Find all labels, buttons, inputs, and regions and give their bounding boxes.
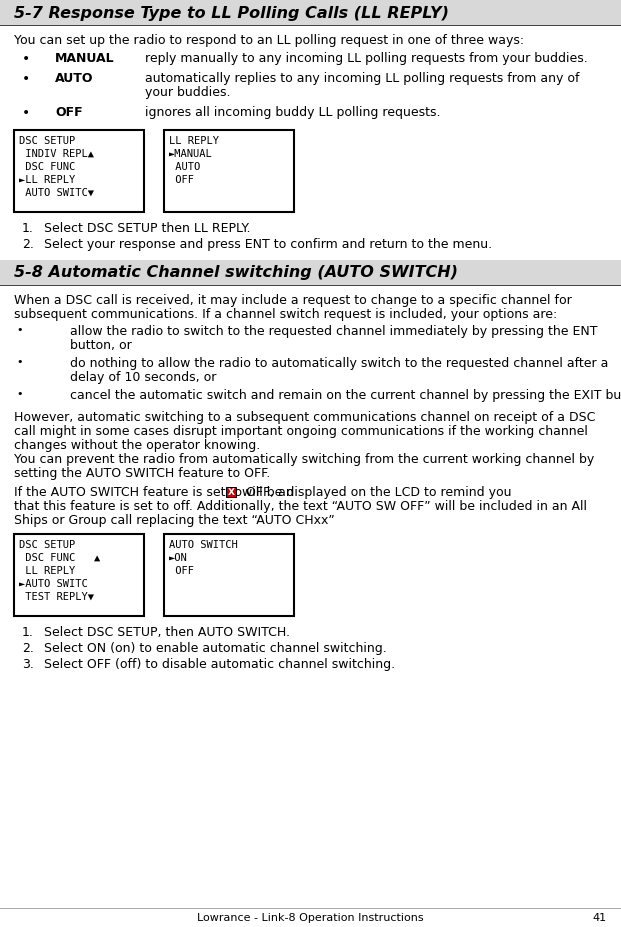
Text: AUTO SWITCH: AUTO SWITCH bbox=[169, 540, 238, 550]
Bar bbox=[0, 260, 621, 286]
Text: •: • bbox=[22, 72, 30, 86]
Text: When a DSC call is received, it may include a request to change to a specific ch: When a DSC call is received, it may incl… bbox=[14, 294, 572, 307]
Text: You can prevent the radio from automatically switching from the current working : You can prevent the radio from automatic… bbox=[14, 453, 594, 466]
Text: Select your response and press ENT to confirm and return to the menu.: Select your response and press ENT to co… bbox=[44, 238, 492, 251]
Text: •: • bbox=[22, 52, 30, 66]
Text: •: • bbox=[16, 389, 22, 399]
Bar bbox=[14, 534, 144, 616]
Text: INDIV REPL▲: INDIV REPL▲ bbox=[19, 149, 94, 159]
Text: delay of 10 seconds, or: delay of 10 seconds, or bbox=[70, 371, 216, 384]
Text: ►ON: ►ON bbox=[169, 553, 188, 563]
Text: AUTO: AUTO bbox=[55, 72, 94, 85]
Text: changes without the operator knowing.: changes without the operator knowing. bbox=[14, 439, 260, 452]
Text: TEST REPLY▼: TEST REPLY▼ bbox=[19, 592, 94, 602]
Text: If the AUTO SWITCH feature is set to OFF, an: If the AUTO SWITCH feature is set to OFF… bbox=[14, 486, 297, 499]
Text: •: • bbox=[16, 325, 22, 335]
Text: 5-8 Automatic Channel switching (AUTO SWITCH): 5-8 Automatic Channel switching (AUTO SW… bbox=[14, 265, 458, 281]
Text: OFF: OFF bbox=[169, 566, 194, 576]
Bar bbox=[164, 534, 294, 616]
Text: OFF: OFF bbox=[169, 175, 194, 185]
Text: Select OFF (off) to disable automatic channel switching.: Select OFF (off) to disable automatic ch… bbox=[44, 658, 395, 671]
Text: Lowrance - Link-8 Operation Instructions: Lowrance - Link-8 Operation Instructions bbox=[197, 913, 424, 923]
Bar bbox=[227, 487, 237, 497]
Text: subsequent communications. If a channel switch request is included, your options: subsequent communications. If a channel … bbox=[14, 308, 557, 321]
Text: ►LL REPLY: ►LL REPLY bbox=[19, 175, 75, 185]
Text: call might in some cases disrupt important ongoing communications if the working: call might in some cases disrupt importa… bbox=[14, 425, 588, 438]
Text: You can set up the radio to respond to an LL polling request in one of three way: You can set up the radio to respond to a… bbox=[14, 34, 524, 47]
Text: reply manually to any incoming LL polling requests from your buddies.: reply manually to any incoming LL pollin… bbox=[145, 52, 587, 65]
Text: ignores all incoming buddy LL polling requests.: ignores all incoming buddy LL polling re… bbox=[145, 106, 440, 119]
Text: 2.: 2. bbox=[22, 238, 34, 251]
Text: Select DSC SETUP then LL REPLY.: Select DSC SETUP then LL REPLY. bbox=[44, 222, 250, 235]
Text: 1.: 1. bbox=[22, 626, 34, 639]
Text: button, or: button, or bbox=[70, 339, 132, 352]
Text: 41: 41 bbox=[593, 913, 607, 923]
Text: LL REPLY: LL REPLY bbox=[169, 136, 219, 146]
Text: will be displayed on the LCD to remind you: will be displayed on the LCD to remind y… bbox=[238, 486, 512, 499]
Bar bbox=[0, 285, 621, 286]
Text: AUTO SWITC▼: AUTO SWITC▼ bbox=[19, 188, 94, 198]
Text: However, automatic switching to a subsequent communications channel on receipt o: However, automatic switching to a subseq… bbox=[14, 411, 596, 424]
Text: ►AUTO SWITC: ►AUTO SWITC bbox=[19, 579, 88, 589]
Text: your buddies.: your buddies. bbox=[145, 86, 230, 99]
Text: 2.: 2. bbox=[22, 642, 34, 655]
Text: Ships or Group call replacing the text “AUTO CHxx”: Ships or Group call replacing the text “… bbox=[14, 514, 335, 527]
Bar bbox=[0, 24, 621, 26]
Text: ►MANUAL: ►MANUAL bbox=[169, 149, 213, 159]
Text: •: • bbox=[16, 357, 22, 367]
Text: DSC FUNC: DSC FUNC bbox=[19, 162, 75, 172]
Text: LL REPLY: LL REPLY bbox=[19, 566, 75, 576]
Text: X: X bbox=[228, 488, 235, 497]
Bar bbox=[14, 130, 144, 212]
Text: automatically replies to any incoming LL polling requests from any of: automatically replies to any incoming LL… bbox=[145, 72, 579, 85]
Text: 1.: 1. bbox=[22, 222, 34, 235]
Text: Select ON (on) to enable automatic channel switching.: Select ON (on) to enable automatic chann… bbox=[44, 642, 387, 655]
Text: DSC FUNC   ▲: DSC FUNC ▲ bbox=[19, 553, 100, 563]
Text: that this feature is set to off. Additionally, the text “AUTO SW OFF” will be in: that this feature is set to off. Additio… bbox=[14, 500, 587, 513]
Text: MANUAL: MANUAL bbox=[55, 52, 115, 65]
Bar bbox=[0, 0, 621, 26]
Text: 3.: 3. bbox=[22, 658, 34, 671]
Text: OFF: OFF bbox=[55, 106, 83, 119]
Text: do nothing to allow the radio to automatically switch to the requested channel a: do nothing to allow the radio to automat… bbox=[70, 357, 609, 370]
Text: 5-7 Response Type to LL Polling Calls (LL REPLY): 5-7 Response Type to LL Polling Calls (L… bbox=[14, 6, 449, 20]
Text: DSC SETUP: DSC SETUP bbox=[19, 540, 75, 550]
Text: cancel the automatic switch and remain on the current channel by pressing the EX: cancel the automatic switch and remain o… bbox=[70, 389, 621, 402]
Text: DSC SETUP: DSC SETUP bbox=[19, 136, 75, 146]
Text: •: • bbox=[22, 106, 30, 120]
Text: AUTO: AUTO bbox=[169, 162, 200, 172]
Bar bbox=[164, 130, 294, 212]
Text: Select DSC SETUP, then AUTO SWITCH.: Select DSC SETUP, then AUTO SWITCH. bbox=[44, 626, 290, 639]
Text: allow the radio to switch to the requested channel immediately by pressing the E: allow the radio to switch to the request… bbox=[70, 325, 597, 338]
Text: setting the AUTO SWITCH feature to OFF.: setting the AUTO SWITCH feature to OFF. bbox=[14, 467, 270, 480]
